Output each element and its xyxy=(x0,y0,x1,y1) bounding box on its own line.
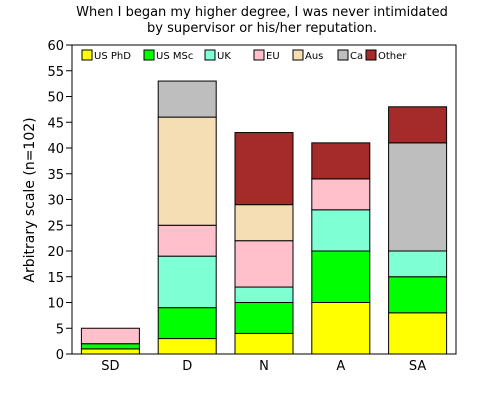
legend-label-us-phd: US PhD xyxy=(94,51,131,62)
bar-segment-a-eu xyxy=(311,178,371,211)
legend-swatch-aus xyxy=(292,49,304,61)
bar-segment-n-aus xyxy=(234,204,294,242)
legend-swatch-us-msc xyxy=(143,49,155,61)
legend-label-eu: EU xyxy=(266,51,280,62)
y-tick-label: 10 xyxy=(47,297,64,312)
legend-swatch-ca xyxy=(337,49,349,61)
bar-segment-n-us-phd xyxy=(234,332,294,355)
y-tick-label: 45 xyxy=(47,116,64,131)
legend-label-uk: UK xyxy=(217,51,231,62)
y-tick-label: 60 xyxy=(47,39,64,54)
x-tick-label: D xyxy=(182,359,192,374)
legend-swatch-us-phd xyxy=(81,49,93,61)
bar-segment-sa-uk xyxy=(388,250,448,278)
bar-segment-d-us-phd xyxy=(157,338,217,355)
y-tick-label: 5 xyxy=(56,322,64,337)
bar-segment-sa-us-phd xyxy=(388,312,448,355)
chart-title-line-1: When I began my higher degree, I was nev… xyxy=(76,5,448,20)
bar-segment-sa-us-msc xyxy=(388,276,448,314)
bar-segment-a-us-msc xyxy=(311,250,371,303)
y-tick-label: 55 xyxy=(47,65,64,80)
bar-segment-n-eu xyxy=(234,240,294,288)
chart-title: When I began my higher degree, I was nev… xyxy=(76,5,448,36)
y-tick-label: 40 xyxy=(47,142,64,157)
x-tick-label: SD xyxy=(101,359,119,374)
bar-segment-a-other xyxy=(311,142,371,180)
y-axis-ticks: 0 5 10 15 20 25 30 35 40 45 50 55 60 xyxy=(47,39,72,363)
x-tick-label: SA xyxy=(409,359,426,374)
bar-segment-n-uk xyxy=(234,286,294,303)
bar-segment-d-uk xyxy=(157,255,217,309)
legend-label-ca: Ca xyxy=(350,51,363,62)
bar-segment-sa-ca xyxy=(388,142,448,252)
chart-title-line-2: by supervisor or his/her reputation. xyxy=(147,21,377,36)
bar-segment-sa-other xyxy=(388,106,448,144)
bar-segment-a-uk xyxy=(311,209,371,252)
bar-segment-d-aus xyxy=(157,116,217,226)
bar-segment-sd-eu xyxy=(80,327,140,345)
legend-label-aus: Aus xyxy=(305,51,323,62)
legend-swatch-eu xyxy=(253,49,265,61)
x-tick-label: N xyxy=(259,359,269,374)
y-tick-label: 0 xyxy=(56,348,64,363)
legend-label-us-msc: US MSc xyxy=(156,51,193,62)
chart-legend: US PhD US MSc UK EU Aus Ca Other xyxy=(81,49,407,62)
bar-segment-n-us-msc xyxy=(234,302,294,334)
y-axis-label: Arbitrary scale (n=102) xyxy=(22,117,38,282)
bars-layer xyxy=(80,80,448,355)
y-tick-label: 15 xyxy=(47,271,64,286)
legend-swatch-other xyxy=(365,49,377,61)
y-tick-label: 35 xyxy=(47,168,64,183)
legend-label-other: Other xyxy=(378,51,407,62)
x-tick-label: A xyxy=(336,359,345,374)
legend-swatch-uk xyxy=(204,49,216,61)
bar-segment-a-us-phd xyxy=(311,302,371,355)
bar-segment-d-us-msc xyxy=(157,307,217,340)
y-tick-label: 20 xyxy=(47,245,64,260)
bar-segment-d-eu xyxy=(157,224,217,257)
y-tick-label: 25 xyxy=(47,219,64,234)
bar-segment-n-other xyxy=(234,132,294,206)
y-tick-label: 50 xyxy=(47,91,64,106)
bar-segment-d-ca xyxy=(157,80,217,118)
y-tick-label: 30 xyxy=(47,194,64,209)
x-axis-ticks: SD D N A SA xyxy=(101,359,426,374)
bar-segment-sd-us-phd xyxy=(80,348,140,355)
bar-segment-sd-us-msc xyxy=(80,343,140,350)
